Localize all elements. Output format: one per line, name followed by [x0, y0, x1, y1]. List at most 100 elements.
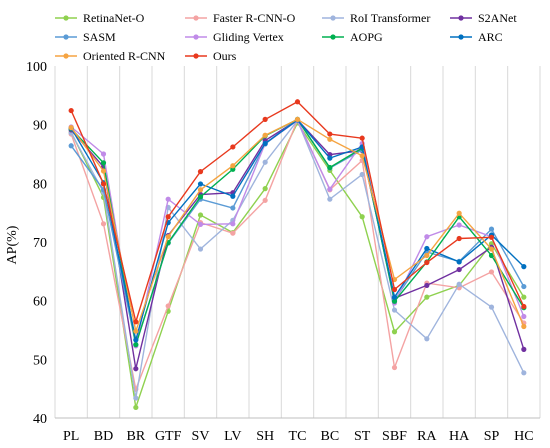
y-tick-label: 50	[33, 353, 47, 368]
data-point	[100, 151, 107, 157]
data-point	[100, 221, 107, 227]
data-point	[391, 286, 398, 293]
y-tick-label: 60	[33, 295, 47, 310]
legend-swatch-marker	[193, 15, 199, 21]
series-oriented-r-cnn	[68, 116, 527, 334]
data-point	[488, 269, 495, 275]
data-point	[488, 304, 495, 310]
legend-swatch-marker	[63, 34, 69, 40]
data-point	[294, 116, 301, 122]
series-line	[70, 119, 525, 341]
data-point	[133, 395, 139, 401]
legend-item: Oriented R-CNN	[55, 49, 166, 63]
x-tick-label: BD	[94, 429, 113, 444]
data-point	[359, 214, 365, 220]
data-point	[197, 181, 204, 187]
x-tick-label: BR	[126, 429, 145, 444]
data-point	[165, 196, 171, 202]
legend-item: SASM	[55, 30, 116, 44]
data-point	[133, 342, 139, 348]
data-point	[391, 298, 398, 304]
y-axis-label: AP(%)	[5, 225, 20, 264]
y-tick-labels: 40 50 60 70 80 90 100	[26, 60, 47, 427]
data-point	[133, 366, 139, 372]
y-tick-label: 70	[33, 236, 47, 251]
data-point	[262, 186, 268, 192]
data-point	[456, 281, 462, 287]
legend: RetinaNet-O Faster R-CNN-O RoI Transformer…	[55, 11, 517, 63]
data-point	[68, 107, 74, 114]
data-point	[488, 252, 495, 259]
data-point	[488, 246, 495, 252]
data-point	[424, 294, 430, 300]
data-point	[456, 259, 462, 265]
data-point	[521, 370, 527, 376]
series-line	[70, 118, 525, 392]
data-point	[488, 234, 495, 240]
data-point	[262, 197, 268, 203]
series-line	[70, 121, 525, 408]
x-tick-label: TC	[289, 429, 307, 444]
data-point	[197, 221, 204, 227]
legend-item: ARC	[450, 30, 503, 44]
x-tick-label: SBF	[382, 429, 407, 444]
legend-label: RoI Transformer	[350, 11, 430, 25]
legend-swatch-marker	[63, 15, 69, 21]
data-point	[456, 222, 462, 228]
legend-item: Ours	[185, 49, 237, 63]
data-point	[424, 234, 430, 240]
data-point	[327, 186, 333, 192]
x-tick-label: HA	[449, 429, 470, 444]
y-tick-label: 90	[33, 119, 47, 134]
series-aopg	[68, 116, 527, 348]
legend-item: Gliding Vertex	[185, 30, 284, 44]
data-point	[100, 168, 107, 174]
legend-item: RoI Transformer	[322, 11, 430, 25]
series-faster-r-cnn-o	[68, 117, 527, 392]
y-tick-label: 40	[33, 412, 47, 427]
data-point	[133, 319, 139, 325]
x-tick-label: HC	[514, 429, 533, 444]
data-point	[521, 313, 527, 320]
series-line	[70, 118, 525, 334]
data-point	[359, 135, 365, 141]
data-point	[424, 259, 430, 266]
x-tick-label: ST	[354, 429, 371, 444]
data-point	[68, 125, 74, 131]
legend-swatch-marker	[193, 53, 199, 59]
data-point	[424, 336, 430, 342]
x-tick-label: GTF	[155, 429, 182, 444]
x-tick-label: PL	[63, 429, 79, 444]
data-point	[488, 226, 495, 232]
legend-item: S2ANet	[450, 11, 517, 25]
data-point	[197, 212, 204, 218]
legend-label: RetinaNet-O	[83, 11, 145, 25]
data-point	[230, 163, 236, 169]
legend-label: SASM	[83, 30, 116, 44]
data-point	[100, 181, 107, 187]
data-point	[133, 404, 139, 411]
series-sasm	[68, 116, 527, 348]
data-point	[456, 266, 462, 273]
data-point	[521, 346, 527, 352]
data-point	[100, 160, 107, 166]
data-point	[391, 364, 398, 371]
data-point	[521, 323, 527, 330]
data-point	[327, 131, 333, 137]
x-tick-label: RA	[417, 429, 437, 444]
data-point	[391, 329, 398, 335]
data-point	[230, 144, 236, 150]
legend-item: Faster R-CNN-O	[185, 11, 296, 25]
data-point	[133, 328, 139, 334]
legend-item: AOPG	[322, 30, 383, 44]
data-point	[521, 303, 527, 310]
data-point	[294, 99, 301, 105]
x-tick-label: BC	[320, 429, 339, 444]
data-point	[230, 205, 236, 211]
data-point	[262, 116, 268, 122]
series-arc	[68, 117, 527, 343]
legend-label: AOPG	[350, 30, 383, 44]
series-ours	[68, 99, 527, 325]
data-point	[391, 294, 398, 300]
x-tick-labels: PL BD BR GTF SV LV SH TC BC ST SBF RA HA SP HC	[63, 429, 534, 444]
